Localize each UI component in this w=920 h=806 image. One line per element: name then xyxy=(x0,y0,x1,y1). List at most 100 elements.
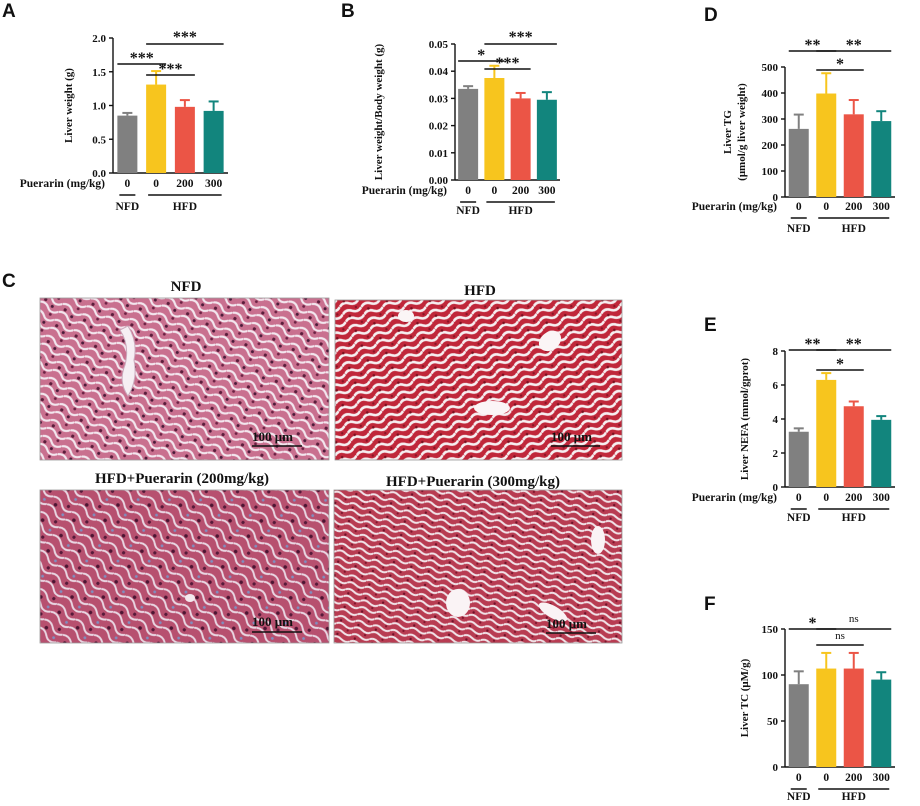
histology-nfd: NFD 100 μm xyxy=(39,279,330,461)
y-tick-label: 0 xyxy=(773,482,779,494)
significance-label: ** xyxy=(846,336,862,353)
chart-liver-tg: 0 100 200 300 400 500 Liver TG (μmol/g liver we… xyxy=(692,37,895,235)
chart-liver-weight: 0.0 0.5 1.0 1.5 2.0 Liver weight (g) *** *** ***… xyxy=(20,29,228,213)
panel-label-a: A xyxy=(2,1,16,22)
y-axis-label: Liver TG xyxy=(722,110,734,154)
dose-axis-label: Puerarin (mg/kg) xyxy=(692,201,777,213)
group-label-nfd: NFD xyxy=(116,201,140,213)
y-tick-label: 4 xyxy=(773,414,779,426)
bar-2 xyxy=(843,406,864,487)
bar-0 xyxy=(788,684,809,767)
y-tick-label: 100 xyxy=(762,670,779,682)
dose-tick-label: 0 xyxy=(492,185,498,197)
chart-liver-body-weight-ratio: 0.00 0.01 0.02 0.03 0.04 0.05 Liver weight/Bod… xyxy=(362,29,560,217)
bar-0 xyxy=(117,115,138,173)
significance-label: *** xyxy=(509,29,533,46)
vessel-shape xyxy=(119,325,136,397)
group-label-hfd: HFD xyxy=(173,201,197,213)
y-tick-label: 8 xyxy=(773,346,779,358)
group-label-hfd: HFD xyxy=(842,512,866,524)
panel-label-e: E xyxy=(704,315,717,336)
bar-3 xyxy=(871,679,892,767)
significance-label: ns xyxy=(835,630,845,642)
group-label-hfd: HFD xyxy=(842,223,866,235)
y-tick-label: 2 xyxy=(773,448,779,460)
vessel-shape xyxy=(538,330,562,352)
group-label-nfd: NFD xyxy=(787,791,811,803)
bar-1 xyxy=(816,93,837,197)
significance-label: * xyxy=(836,356,844,373)
dose-tick-label: 0 xyxy=(823,492,829,504)
bar-1 xyxy=(484,78,505,180)
bar-1 xyxy=(146,84,167,173)
dose-tick-label: 0 xyxy=(823,772,829,784)
significance-label: * xyxy=(836,56,844,73)
dose-tick-label: 200 xyxy=(845,492,863,504)
vessel-shape xyxy=(446,589,470,617)
y-tick-label: 0.03 xyxy=(429,93,449,105)
group-label-nfd: NFD xyxy=(787,512,811,524)
dose-tick-label: 300 xyxy=(873,201,891,213)
dose-tick-label: 0 xyxy=(796,772,802,784)
scale-bar-label-p200: 100 μm xyxy=(252,614,293,629)
y-tick-label: 50 xyxy=(767,716,779,728)
dose-tick-label: 0 xyxy=(796,492,802,504)
histology-image-p200 xyxy=(39,489,330,644)
y-tick-label: 1.0 xyxy=(92,101,106,113)
bar-3 xyxy=(871,419,892,487)
bar-1 xyxy=(816,379,837,487)
dose-tick-label: 200 xyxy=(845,201,863,213)
histology-hfd-p300: HFD+Puerarin (300mg/kg) 100 μm xyxy=(333,474,623,644)
dose-tick-label: 200 xyxy=(845,772,863,784)
y-tick-label: 0.05 xyxy=(429,39,449,51)
group-label-hfd: HFD xyxy=(508,205,532,217)
scale-bar-label-nfd: 100 μm xyxy=(252,429,293,444)
y-tick-label: 0 xyxy=(773,192,779,204)
y-tick-label: 0.00 xyxy=(429,175,449,187)
dose-tick-label: 300 xyxy=(205,178,223,190)
vessel-shape xyxy=(591,526,605,554)
vessel-shape xyxy=(474,401,510,415)
histology-image-p300 xyxy=(333,489,623,644)
panel-label-f: F xyxy=(704,594,716,615)
y-tick-label: 0.04 xyxy=(429,66,449,78)
significance-label: * xyxy=(809,615,817,632)
scale-bar-label-p300: 100 μm xyxy=(546,616,587,631)
y-tick-label: 0.0 xyxy=(92,168,106,180)
significance-label: *** xyxy=(159,61,183,78)
y-tick-label: 0.02 xyxy=(429,121,449,133)
scale-bar-label-hfd: 100 μm xyxy=(551,429,592,444)
dose-tick-label: 300 xyxy=(873,492,891,504)
bar-3 xyxy=(203,110,224,173)
dose-axis-label: Puerarin (mg/kg) xyxy=(20,178,105,190)
group-label-nfd: NFD xyxy=(456,205,480,217)
y-tick-label: 100 xyxy=(762,166,779,178)
dose-tick-label: 0 xyxy=(796,201,802,213)
bar-1 xyxy=(816,668,837,767)
histology-title-nfd: NFD xyxy=(171,279,202,295)
histology-title-p200: HFD+Puerarin (200mg/kg) xyxy=(95,471,269,487)
y-tick-label: 6 xyxy=(773,380,779,392)
y-tick-label: 500 xyxy=(762,62,779,74)
bar-2 xyxy=(843,114,864,197)
dose-tick-label: 200 xyxy=(176,178,194,190)
bar-3 xyxy=(871,121,892,197)
dose-axis-label: Puerarin (mg/kg) xyxy=(362,185,447,197)
bar-2 xyxy=(174,106,195,173)
significance-label: ** xyxy=(846,37,862,54)
histology-hfd-p200: HFD+Puerarin (200mg/kg) 100 μm xyxy=(39,471,330,644)
dose-tick-label: 200 xyxy=(512,185,530,197)
y-tick-label: 300 xyxy=(762,114,779,126)
vessel-shape xyxy=(398,310,414,322)
y-tick-label: 150 xyxy=(762,624,779,636)
dose-tick-label: 0 xyxy=(465,185,471,197)
dose-axis-label: Puerarin (mg/kg) xyxy=(692,492,777,504)
vessel-shape xyxy=(185,594,195,602)
panel-label-c: C xyxy=(2,271,16,292)
dose-tick-label: 300 xyxy=(538,185,556,197)
histology-title-p300: HFD+Puerarin (300mg/kg) xyxy=(386,474,560,490)
histology-title-hfd: HFD xyxy=(464,283,496,299)
y-tick-label: 1.5 xyxy=(92,67,106,79)
